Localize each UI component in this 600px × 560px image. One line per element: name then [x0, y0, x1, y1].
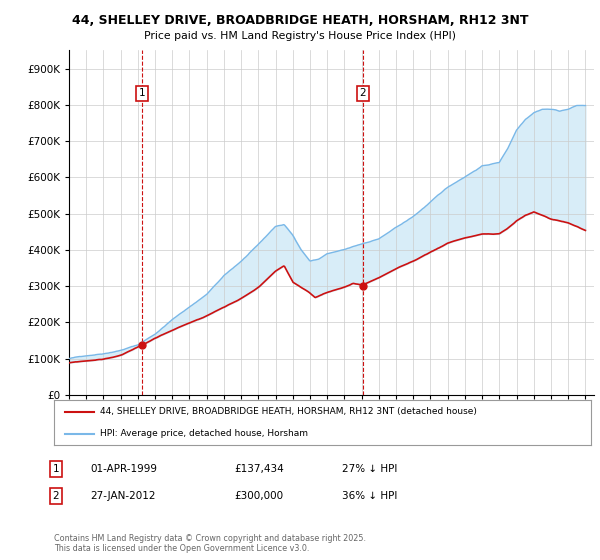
Text: 01-APR-1999: 01-APR-1999: [90, 464, 157, 474]
Text: £137,434: £137,434: [234, 464, 284, 474]
Text: Price paid vs. HM Land Registry's House Price Index (HPI): Price paid vs. HM Land Registry's House …: [144, 31, 456, 41]
Text: 27-JAN-2012: 27-JAN-2012: [90, 491, 155, 501]
Text: 27% ↓ HPI: 27% ↓ HPI: [342, 464, 397, 474]
Text: £300,000: £300,000: [234, 491, 283, 501]
Text: HPI: Average price, detached house, Horsham: HPI: Average price, detached house, Hors…: [100, 430, 308, 438]
Text: 44, SHELLEY DRIVE, BROADBRIDGE HEATH, HORSHAM, RH12 3NT: 44, SHELLEY DRIVE, BROADBRIDGE HEATH, HO…: [72, 14, 528, 27]
Text: Contains HM Land Registry data © Crown copyright and database right 2025.
This d: Contains HM Land Registry data © Crown c…: [54, 534, 366, 553]
Text: 1: 1: [52, 464, 59, 474]
Text: 2: 2: [52, 491, 59, 501]
Text: 36% ↓ HPI: 36% ↓ HPI: [342, 491, 397, 501]
Text: 1: 1: [139, 88, 145, 99]
Text: 44, SHELLEY DRIVE, BROADBRIDGE HEATH, HORSHAM, RH12 3NT (detached house): 44, SHELLEY DRIVE, BROADBRIDGE HEATH, HO…: [100, 407, 476, 416]
Text: 2: 2: [359, 88, 367, 99]
